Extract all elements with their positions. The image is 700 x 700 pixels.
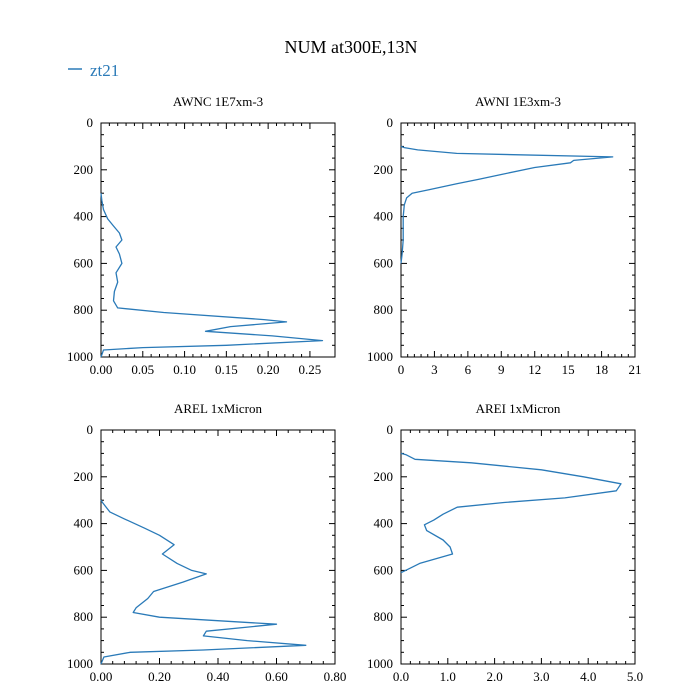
y-tick-label-awni: 600 <box>374 255 394 270</box>
x-tick-label-awnc: 0.00 <box>90 362 113 377</box>
panel-arei: AREI 1xMicron 0.0 1.0 2.0 3.0 4.0 5.0 0 200 400 60… <box>367 401 643 684</box>
y-tick-label-arei: 1000 <box>367 656 393 671</box>
x-tick-label-awni: 6 <box>465 362 472 377</box>
x-tick-label-arei: 2.0 <box>486 669 502 684</box>
plot-frame-awnc <box>100 122 336 358</box>
y-tick-label-arel: 0 <box>87 422 94 437</box>
panel-awnc: AWNC 1E7xm-3 0.00 0.05 0.10 0.15 0.20 0.25 0 200… <box>67 94 336 377</box>
y-tick-label-awni: 0 <box>387 115 394 130</box>
y-tick-label-arei: 400 <box>374 516 394 531</box>
x-tick-label-awni: 12 <box>528 362 541 377</box>
y-tick-label-arel: 800 <box>74 609 94 624</box>
y-tick-label-awnc: 400 <box>74 209 94 224</box>
x-tick-label-arei: 1.0 <box>440 669 456 684</box>
y-tick-label-awnc: 0 <box>87 115 94 130</box>
x-tick-label-awni: 21 <box>629 362 642 377</box>
y-tick-label-arei: 800 <box>374 609 394 624</box>
x-tick-label-awnc: 0.25 <box>299 362 322 377</box>
x-tick-label-awnc: 0.05 <box>131 362 154 377</box>
x-tick-label-arel: 0.00 <box>90 669 113 684</box>
x-tick-label-arel: 0.80 <box>324 669 347 684</box>
x-tick-label-awni: 15 <box>562 362 575 377</box>
y-tick-label-awnc: 800 <box>74 302 94 317</box>
x-tick-label-arel: 0.60 <box>265 669 288 684</box>
y-tick-label-awni: 200 <box>374 162 394 177</box>
y-tick-label-awni: 1000 <box>367 349 393 364</box>
panels-group: AWNC 1E7xm-30.00 0.05 0.10 0.15 0.20 0.250200… <box>67 94 643 684</box>
y-tick-label-arei: 200 <box>374 469 394 484</box>
y-tick-label-awni: 400 <box>374 209 394 224</box>
series-line-arei <box>400 452 622 574</box>
y-tick-label-awnc: 600 <box>74 255 94 270</box>
panel-title-awnc: AWNC 1E7xm-3 <box>173 94 263 109</box>
y-tick-label-arel: 1000 <box>67 656 93 671</box>
y-tick-label-arel: 200 <box>74 469 94 484</box>
x-tick-label-arel: 0.40 <box>207 669 230 684</box>
panel-title-arel: AREL 1xMicron <box>174 401 262 416</box>
x-tick-label-awni: 0 <box>398 362 405 377</box>
y-tick-label-arel: 600 <box>74 562 94 577</box>
x-tick-label-awnc: 0.10 <box>173 362 196 377</box>
x-tick-label-arel: 0.20 <box>148 669 171 684</box>
series-line-awnc <box>100 193 324 358</box>
x-tick-label-awni: 3 <box>431 362 438 377</box>
series-line-arel <box>100 499 307 665</box>
x-tick-label-arei: 4.0 <box>580 669 596 684</box>
series-line-awni <box>400 145 614 264</box>
x-tick-label-arei: 0.0 <box>393 669 409 684</box>
y-tick-label-awnc: 200 <box>74 162 94 177</box>
panel-awni: AWNI 1E3xm-3 0 3 6 9 12 15 18 21 0 200 400 600 800 100… <box>367 94 642 377</box>
figure-title: NUM at300E,13N <box>285 37 418 57</box>
x-tick-label-arei: 3.0 <box>533 669 549 684</box>
plot-frame-arei <box>400 429 636 665</box>
y-tick-label-arei: 600 <box>374 562 394 577</box>
y-tick-label-arel: 400 <box>74 516 94 531</box>
y-tick-label-awni: 800 <box>374 302 394 317</box>
panel-title-awni: AWNI 1E3xm-3 <box>475 94 561 109</box>
panel-title-arei: AREI 1xMicron <box>476 401 561 416</box>
x-tick-label-awnc: 0.15 <box>215 362 238 377</box>
x-tick-label-awni: 9 <box>498 362 505 377</box>
x-tick-label-arei: 5.0 <box>627 669 643 684</box>
x-tick-label-awnc: 0.20 <box>257 362 280 377</box>
y-tick-label-arei: 0 <box>387 422 394 437</box>
legend-label-zt21: zt21 <box>90 61 119 80</box>
y-tick-label-awnc: 1000 <box>67 349 93 364</box>
panel-arel: AREL 1xMicron 0.00 0.20 0.40 0.60 0.80 0 200 400… <box>67 401 346 684</box>
x-tick-label-awni: 18 <box>595 362 608 377</box>
plot-frame-arel <box>100 429 336 665</box>
legend: zt21 <box>68 61 119 80</box>
